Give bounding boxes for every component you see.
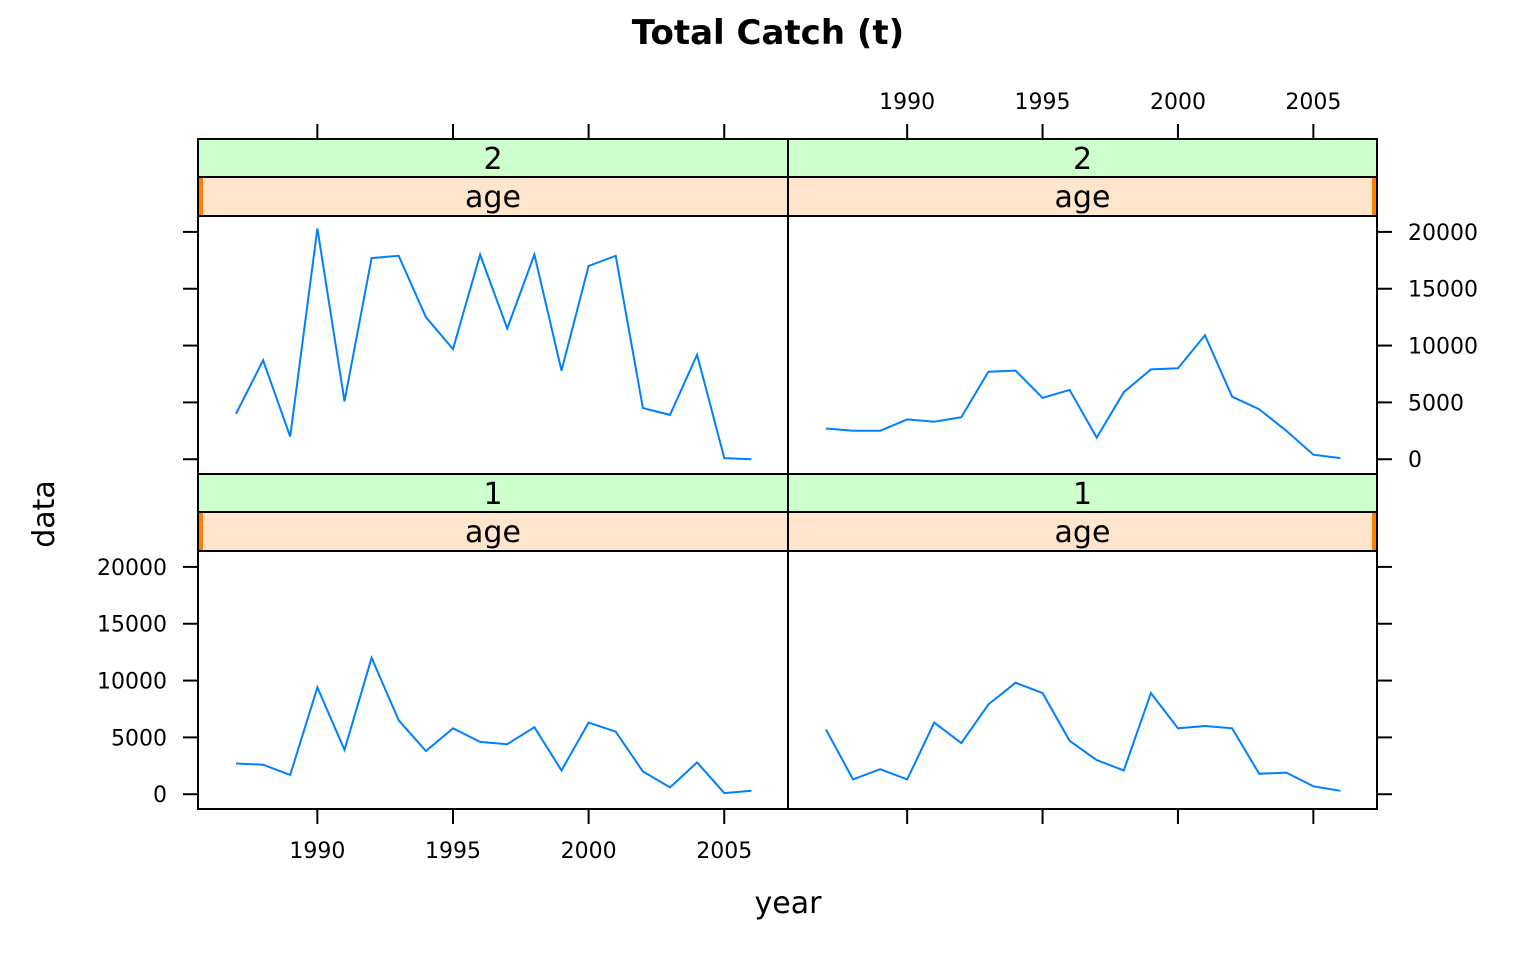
x-tick-label: 1990 — [289, 839, 345, 864]
y-tick-label: 15000 — [1408, 278, 1478, 303]
axes-layer: 1990 1990 1995 1995 2000 2000 2005 2005 0 0 5000 50… — [97, 90, 1478, 864]
series-line — [825, 681, 1341, 792]
y-tick-label: 10000 — [97, 670, 167, 695]
plot-area — [197, 215, 789, 475]
strip-bottom-bg — [197, 511, 789, 552]
strip-bottom-bg — [787, 511, 1378, 552]
y-tick-label: 10000 — [1408, 335, 1478, 360]
series-line — [235, 654, 752, 795]
x-tick-label: 2000 — [1150, 90, 1206, 115]
x-tick-label: 1995 — [425, 839, 481, 864]
x-tick-label: 2000 — [561, 839, 617, 864]
strip-bottom-label: age — [1055, 515, 1111, 550]
y-axis-title: data — [27, 480, 62, 548]
strip-bottom-bg — [787, 176, 1378, 217]
strip-bottom-label: age — [1055, 180, 1111, 215]
strip-top-label: 1 — [483, 477, 502, 512]
x-tick-label: 2005 — [1285, 90, 1341, 115]
plot-area — [787, 215, 1378, 475]
x-tick-label: 1995 — [1015, 90, 1071, 115]
plot-area — [197, 550, 789, 810]
strip-bottom-bg — [197, 176, 789, 217]
strip-top-label: 1 — [1073, 477, 1092, 512]
y-tick-label: 0 — [1408, 448, 1422, 473]
y-tick-label: 15000 — [97, 613, 167, 638]
x-axis-title: year — [755, 886, 823, 921]
x-tick-label: 2005 — [696, 839, 752, 864]
chart-title: Total Catch (t) — [632, 13, 904, 53]
strip-bottom-label: age — [465, 180, 521, 215]
series-line — [235, 228, 752, 461]
series-line — [825, 333, 1341, 460]
strip-level-marker — [1372, 178, 1376, 215]
strip-level-marker — [199, 513, 203, 550]
strip-top-label: 2 — [1073, 142, 1092, 177]
y-tick-label: 20000 — [1408, 221, 1478, 246]
y-tick-label: 20000 — [97, 556, 167, 581]
y-tick-label: 0 — [153, 783, 167, 808]
strip-level-marker — [1372, 513, 1376, 550]
strip-bottom-label: age — [465, 515, 521, 550]
strip-top-label: 2 — [483, 142, 502, 177]
strip-top-bg — [197, 138, 789, 178]
strip-level-marker — [199, 178, 203, 215]
x-tick-label: 1990 — [879, 90, 935, 115]
y-tick-label: 5000 — [1408, 391, 1464, 416]
y-tick-label: 5000 — [111, 726, 167, 751]
